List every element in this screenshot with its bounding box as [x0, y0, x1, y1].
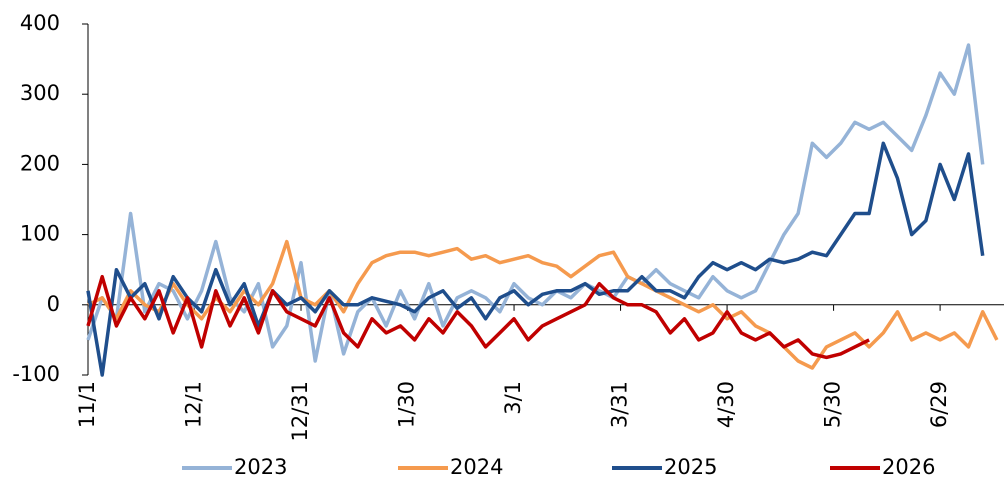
x-tick-label: 3/31	[608, 381, 632, 428]
x-tick-label: 6/29	[927, 381, 951, 428]
y-tick-label: 400	[20, 11, 60, 35]
x-tick-label: 5/30	[821, 381, 845, 428]
legend-label: 2025	[664, 455, 717, 479]
y-tick-label: 200	[20, 151, 60, 175]
x-tick-label: 12/1	[182, 381, 206, 428]
legend-label: 2023	[234, 455, 287, 479]
y-tick-label: -100	[12, 362, 60, 386]
x-tick-label: 1/30	[395, 381, 419, 428]
x-tick-label: 12/31	[288, 381, 312, 442]
y-tick-label: 100	[20, 222, 60, 246]
series-line	[86, 274, 870, 360]
series-line	[87, 239, 999, 370]
legend-label: 2024	[450, 455, 503, 479]
x-tick-label: 4/30	[714, 381, 738, 428]
x-tick-label: 11/1	[75, 381, 99, 428]
y-tick-label: 300	[20, 81, 60, 105]
series-line	[86, 43, 985, 363]
legend-label: 2026	[882, 455, 935, 479]
y-tick-label: 0	[47, 292, 60, 316]
x-tick-label: 3/1	[501, 381, 525, 415]
series-line	[86, 141, 985, 377]
